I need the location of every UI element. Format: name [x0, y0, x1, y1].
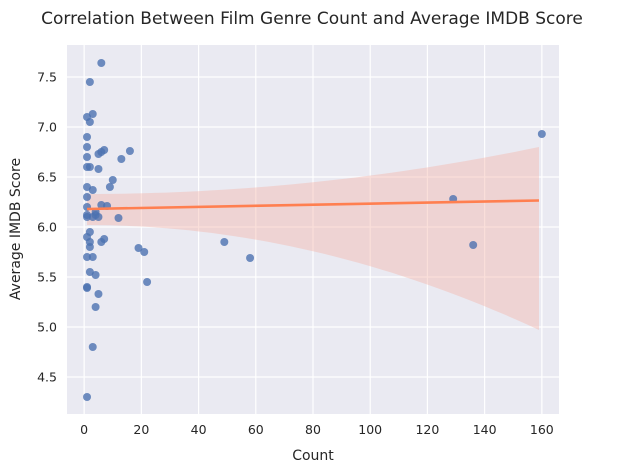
data-point — [143, 278, 152, 286]
data-point — [83, 393, 92, 401]
data-point — [83, 143, 92, 151]
data-point — [117, 155, 126, 163]
data-point — [537, 130, 546, 138]
y-tick-label: 7.0 — [37, 120, 57, 135]
y-tick-label: 7.5 — [37, 70, 57, 85]
x-tick-label: 140 — [473, 422, 497, 437]
data-point — [94, 165, 103, 173]
data-point — [134, 244, 143, 252]
y-tick-label: 6.5 — [37, 170, 57, 185]
data-point — [91, 303, 100, 311]
x-tick-label: 80 — [305, 422, 321, 437]
data-point — [83, 193, 92, 201]
data-point — [97, 59, 106, 67]
data-point — [88, 343, 97, 351]
y-axis-label: Average IMDB Score — [8, 158, 24, 300]
data-point — [91, 271, 100, 279]
y-tick-label: 5.0 — [37, 320, 57, 335]
y-tick-label: 4.5 — [37, 370, 57, 385]
grid-lines — [67, 45, 559, 414]
data-point — [83, 153, 92, 161]
data-point — [94, 290, 103, 298]
data-point — [125, 147, 134, 155]
data-point — [220, 238, 229, 246]
x-axis-label: Count — [292, 448, 334, 464]
data-point — [100, 235, 109, 243]
regression-line-group — [86, 199, 540, 211]
chart-title: Correlation Between Film Genre Count and… — [41, 9, 583, 29]
regression-line — [86, 199, 540, 211]
y-tick-label: 5.5 — [37, 270, 57, 285]
data-point — [83, 253, 92, 261]
y-tick-label: 6.0 — [37, 220, 57, 235]
data-point — [469, 241, 478, 249]
data-point — [114, 214, 123, 222]
data-point — [85, 228, 94, 236]
x-tick-label: 40 — [191, 422, 207, 437]
data-point — [246, 254, 255, 262]
data-point — [100, 146, 109, 154]
data-point — [108, 176, 117, 184]
data-point — [85, 163, 94, 171]
data-point — [105, 183, 114, 191]
data-point — [140, 248, 149, 256]
x-tick-label: 0 — [80, 422, 88, 437]
data-point — [85, 78, 94, 86]
y-tick-labels: 4.5 5.0 5.5 6.0 6.5 7.0 7.5 — [37, 70, 57, 385]
x-tick-label: 120 — [415, 422, 439, 437]
x-tick-label: 160 — [530, 422, 554, 437]
x-tick-label: 100 — [358, 422, 382, 437]
x-tick-label: 20 — [133, 422, 149, 437]
data-point — [83, 283, 92, 291]
data-points — [83, 59, 546, 401]
data-point — [83, 133, 92, 141]
data-point — [88, 110, 97, 118]
x-tick-label: 60 — [248, 422, 264, 437]
data-point — [83, 183, 92, 191]
confidence-band — [87, 147, 539, 330]
x-tick-labels: 0 20 40 60 80 100 120 140 160 — [80, 422, 554, 437]
confidence-band-area — [87, 147, 539, 330]
data-point — [88, 253, 97, 261]
